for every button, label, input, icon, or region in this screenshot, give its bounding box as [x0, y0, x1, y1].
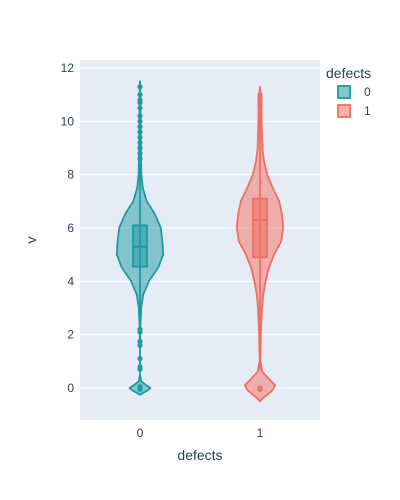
- outlier-point: [137, 97, 143, 103]
- y-tick-label: 10: [61, 114, 75, 128]
- outlier-point: [137, 129, 143, 135]
- legend-swatch: [337, 104, 351, 118]
- legend-label: 1: [364, 104, 371, 118]
- y-tick-label: 6: [67, 221, 74, 235]
- legend-items: 01: [337, 85, 371, 118]
- y-tick-labels: 0 2 4 6 8 10 12: [61, 61, 75, 395]
- plot-background: [80, 60, 320, 420]
- x-tick-label: 0: [137, 426, 144, 440]
- y-axis-title: v: [23, 237, 39, 244]
- outlier-point: [137, 118, 143, 124]
- outlier-point: [137, 84, 143, 90]
- legend: defects 01: [326, 65, 371, 118]
- x-axis-title: defects: [177, 447, 222, 463]
- outlier-point: [137, 342, 143, 348]
- y-tick-label: 2: [67, 328, 74, 342]
- legend-title: defects: [326, 65, 371, 81]
- y-tick-label: 4: [67, 274, 74, 288]
- outlier-point: [137, 156, 143, 162]
- outlier-point: [137, 145, 143, 151]
- box-iqr: [252, 197, 268, 259]
- outlier-point: [257, 385, 263, 391]
- outlier-point: [137, 364, 143, 370]
- violin-1: [235, 85, 285, 403]
- outlier-point: [137, 113, 143, 119]
- outlier-point: [137, 92, 143, 98]
- y-tick-label: 12: [61, 61, 75, 75]
- outlier-point: [137, 140, 143, 146]
- y-tick-label: 0: [67, 381, 74, 395]
- outlier-point: [257, 92, 263, 98]
- outlier-point: [137, 124, 143, 130]
- y-tick-label: 8: [67, 168, 74, 182]
- outlier-point: [137, 134, 143, 140]
- legend-swatch: [337, 85, 351, 99]
- outlier-point: [137, 150, 143, 156]
- outlier-point: [137, 338, 143, 344]
- violin-0: [115, 80, 165, 396]
- outlier-point: [137, 105, 143, 111]
- outlier-point: [137, 326, 143, 332]
- legend-label: 0: [364, 85, 371, 99]
- outlier-point: [137, 384, 143, 390]
- outlier-point: [137, 356, 143, 362]
- x-tick-label: 1: [257, 426, 264, 440]
- violins: [115, 80, 285, 403]
